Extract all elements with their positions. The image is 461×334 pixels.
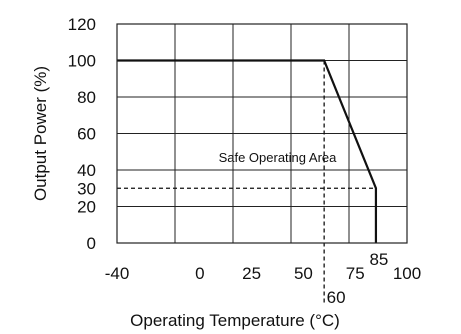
y-axis-title: Output Power (%) [31,66,50,201]
x-tick-label: -40 [105,264,130,283]
x-tick-label: 100 [393,264,421,283]
x-tick-label: 50 [294,264,313,283]
y-tick-label: 20 [77,198,96,217]
x-tick-label: 0 [195,264,204,283]
grid [117,24,407,243]
reference-label-30: 30 [77,179,96,198]
reference-lines [117,60,376,303]
tick-labels: 0 20 40 60 80 100 120 -40 0 25 50 75 100 60 30 85 [68,15,422,307]
y-tick-label: 80 [77,88,96,107]
plot-border [116,23,408,244]
y-tick-label: 120 [68,15,96,34]
point-label-85: 85 [369,250,388,269]
y-tick-label: 40 [77,161,96,180]
y-tick-label: 60 [77,125,96,144]
reference-label-60: 60 [327,288,346,307]
y-tick-label: 0 [87,234,96,253]
x-axis-title: Operating Temperature (°C) [130,311,340,330]
safe-operating-area-label: Safe Operating Area [219,150,338,165]
derating-curve [117,59,378,243]
x-tick-label: 25 [242,264,261,283]
series-layer [117,59,378,243]
plot-frame [116,23,408,244]
y-tick-label: 100 [68,52,96,71]
x-tick-label: 75 [346,264,365,283]
